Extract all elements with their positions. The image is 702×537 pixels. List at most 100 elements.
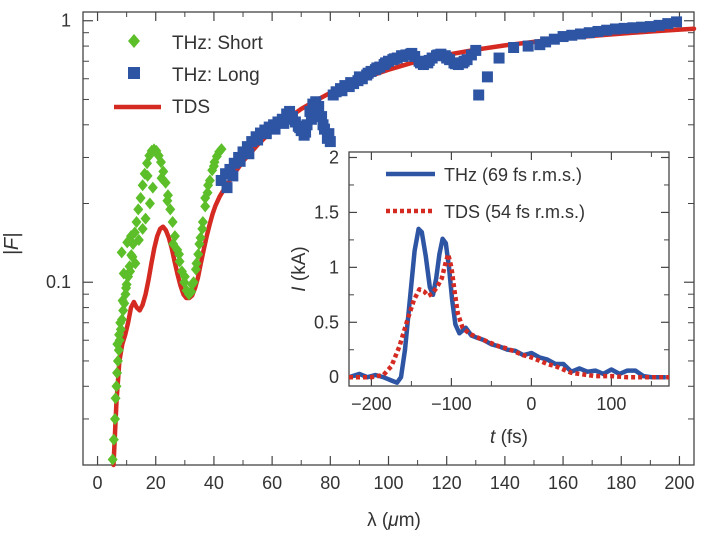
thz-long-point	[380, 57, 392, 69]
thz-long-point	[316, 111, 328, 123]
main-x-tick-label: 60	[262, 473, 282, 493]
thz-long-point	[548, 33, 560, 45]
legend-label-thz-short: THz: Short	[172, 33, 264, 54]
thz-long-point	[324, 136, 336, 148]
thz-short-point	[115, 316, 126, 329]
thz-short-point	[137, 222, 148, 235]
main-x-tick-label: 160	[548, 473, 578, 493]
thz-short-point	[112, 338, 123, 351]
main-x-tick-label: 180	[606, 473, 636, 493]
thz-short-point	[208, 160, 219, 173]
inset-x-tick-label: −200	[351, 394, 392, 414]
thz-short-point	[110, 392, 121, 405]
thz-short-point	[187, 278, 198, 291]
thz-short-point	[168, 238, 179, 251]
thz-long-point	[423, 54, 435, 66]
thz-long-point	[441, 52, 453, 64]
thz-long-point	[294, 122, 306, 134]
inset-x-tick-label: −100	[431, 394, 472, 414]
thz-long-point	[336, 85, 348, 97]
main-x-tick-label: 40	[204, 473, 224, 493]
inset-background	[349, 152, 669, 386]
thz-long-point	[228, 157, 240, 169]
thz-long-point	[473, 89, 485, 101]
thz-short-point	[112, 366, 123, 379]
thz-short-point	[108, 433, 119, 446]
thz-long-point	[575, 28, 587, 40]
inset-y-tick-label: 2	[329, 147, 339, 167]
main-x-tick-label: 20	[146, 473, 166, 493]
inset-y-tick-label: 1.5	[314, 202, 339, 222]
inset-plot-frame	[348, 151, 670, 387]
thz-short-point	[162, 194, 173, 207]
thz-long-point	[609, 23, 621, 35]
thz-short-point	[107, 453, 118, 466]
inset-y-tick-label: 0	[329, 367, 339, 387]
thz-long-point	[522, 40, 534, 52]
thz-short-point	[125, 265, 136, 278]
thz-long-point	[470, 44, 482, 56]
thz-long-point	[644, 21, 656, 33]
thz-short-point	[117, 294, 128, 307]
thz-short-point	[112, 354, 123, 367]
thz-short-point	[179, 270, 190, 283]
thz-short-point	[131, 215, 142, 228]
thz-long-point	[278, 117, 290, 129]
thz-short-point	[194, 238, 205, 251]
thz-long-point	[317, 119, 329, 131]
thz-short-point	[135, 191, 146, 204]
thz-short-point	[111, 380, 122, 393]
thz-long-point	[534, 39, 546, 51]
thz-long-point	[592, 25, 604, 37]
inset-x-axis-label: t (fs)	[490, 427, 528, 448]
inset-y-tick-label: 1	[329, 257, 339, 277]
thz-long-point	[243, 148, 255, 160]
main-x-tick-label: 200	[664, 473, 694, 493]
thz-short-point	[140, 212, 151, 225]
inset-x-tick-label: 100	[596, 394, 626, 414]
main-x-axis-label: λ (μm)	[367, 510, 421, 531]
thz-long-point	[323, 128, 335, 140]
inset-series-group	[349, 226, 669, 385]
thz-short-point	[200, 191, 211, 204]
legend-label-thz-long: THz: Long	[172, 65, 260, 86]
inset-data-series	[349, 226, 669, 385]
thz-short-point	[200, 200, 211, 213]
main-data-series	[107, 16, 697, 468]
main-y-axis-label: |F|	[1, 233, 23, 256]
thz-long-point	[458, 55, 470, 67]
inset-x-tick-label: 0	[526, 394, 536, 414]
thz-long-point	[636, 21, 648, 33]
thz-short-point	[110, 412, 121, 425]
main-x-tick-label: 100	[373, 473, 403, 493]
thz-long-point	[601, 24, 613, 36]
thz-long-point	[311, 103, 323, 115]
thz-long-point	[388, 53, 400, 65]
thz-short-point	[147, 181, 158, 194]
inset-axes-ticks: −200 −100 0 100 0 0.5 1 1.5 2	[314, 147, 669, 414]
thz-long-point	[493, 52, 505, 64]
main-y-tick-label: 1	[61, 11, 71, 31]
inset-y-tick-label: 0.5	[314, 312, 339, 332]
thz-long-point	[252, 134, 264, 146]
legend-diamond-marker	[128, 34, 140, 48]
thz-short-point	[197, 222, 208, 235]
thz-long-point	[285, 113, 297, 125]
thz-long-point	[618, 22, 630, 34]
thz-short-point	[142, 169, 153, 182]
thz-long-point	[305, 113, 317, 125]
thz-short-point	[174, 248, 185, 261]
legend-label-tds-inset: TDS (54 fs r.m.s.)	[444, 202, 585, 222]
thz-long-point	[671, 16, 683, 28]
main-x-tick-label: 80	[320, 473, 340, 493]
thz-short-point	[193, 248, 204, 261]
thz-long-point	[508, 42, 520, 54]
thz-short-point	[174, 255, 185, 268]
main-legend: THz: Short THz: Long TDS	[114, 33, 264, 118]
thz-long-point	[583, 27, 595, 39]
thz-long-point	[662, 18, 674, 30]
legend-square-marker	[128, 67, 140, 79]
inset-legend: THz (69 fs r.m.s.) TDS (54 fs r.m.s.)	[386, 165, 585, 222]
